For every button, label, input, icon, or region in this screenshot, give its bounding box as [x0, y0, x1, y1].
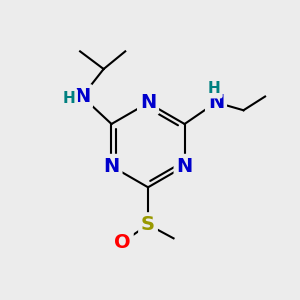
Text: H: H [208, 81, 220, 96]
Text: N: N [140, 93, 156, 112]
Text: S: S [141, 215, 155, 234]
Text: N: N [103, 157, 120, 176]
Text: N: N [176, 157, 193, 176]
Text: H: H [63, 91, 76, 106]
Text: O: O [114, 233, 131, 252]
Text: N: N [208, 93, 224, 112]
Text: N: N [74, 87, 90, 106]
